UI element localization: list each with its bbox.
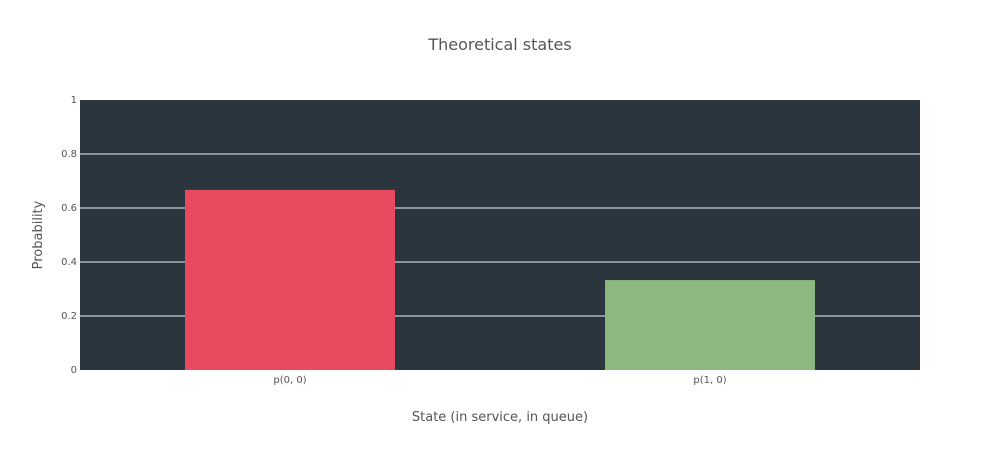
y-tick-label: 0.8: [61, 149, 77, 160]
x-tick-label: p(0, 0): [273, 375, 306, 386]
bars: [185, 189, 815, 370]
x-axis-label: State (in service, in queue): [412, 410, 588, 425]
y-tick-label: 0.6: [61, 203, 77, 214]
y-tick-labels: 0 0.2 0.4 0.6 0.8 1: [61, 95, 77, 376]
y-tick-label: 0.2: [61, 311, 77, 322]
chart-title: Theoretical states: [427, 35, 571, 54]
y-tick-label: 0.4: [61, 257, 77, 268]
y-axis-label: Probability: [31, 200, 46, 269]
bar-2[interactable]: [605, 280, 815, 370]
y-tick-label: 1: [71, 95, 77, 106]
bar-1[interactable]: [185, 189, 395, 370]
y-tick-label: 0: [71, 365, 77, 376]
x-tick-label: p(1, 0): [693, 375, 726, 386]
x-tick-labels: p(0, 0) p(1, 0): [273, 375, 726, 386]
